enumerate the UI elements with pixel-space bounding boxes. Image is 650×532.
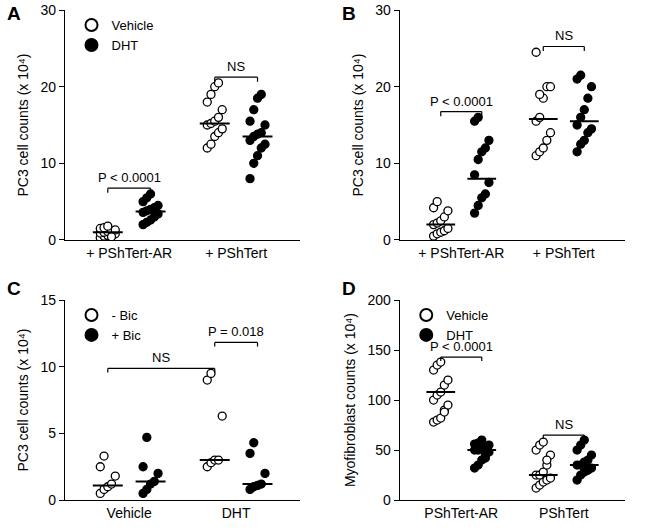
svg-text:0: 0	[48, 232, 56, 248]
svg-text:10: 10	[375, 155, 391, 171]
svg-text:50: 50	[375, 442, 391, 458]
svg-text:PC3 cell counts (x 10⁴): PC3 cell counts (x 10⁴)	[15, 54, 31, 197]
svg-text:200: 200	[367, 292, 391, 308]
svg-text:+ PShTert-AR: + PShTert-AR	[86, 245, 172, 261]
svg-text:20: 20	[40, 79, 56, 95]
svg-text:PC3 cell counts (x 10⁴): PC3 cell counts (x 10⁴)	[350, 54, 366, 197]
svg-text:Vehicle: Vehicle	[446, 308, 488, 323]
svg-text:+ PShTert-AR: + PShTert-AR	[418, 245, 504, 261]
svg-text:Myofibroblast counts (x 10⁴): Myofibroblast counts (x 10⁴)	[342, 313, 358, 487]
svg-text:0: 0	[48, 492, 56, 508]
svg-text:PShTert: PShTert	[539, 505, 589, 521]
svg-text:DHT: DHT	[222, 505, 251, 521]
svg-text:10: 10	[40, 155, 56, 171]
svg-text:Vehicle: Vehicle	[107, 505, 152, 521]
svg-text:NS: NS	[227, 59, 245, 74]
svg-text:0: 0	[383, 492, 391, 508]
svg-text:NS: NS	[152, 350, 170, 365]
svg-text:0: 0	[383, 232, 391, 248]
svg-text:A: A	[7, 3, 21, 24]
svg-text:+ Bic: + Bic	[112, 328, 142, 343]
svg-text:P < 0.0001: P < 0.0001	[430, 339, 493, 354]
svg-text:+ PShTert: + PShTert	[533, 245, 595, 261]
svg-text:D: D	[342, 278, 356, 299]
svg-text:Vehicle: Vehicle	[112, 18, 154, 33]
svg-text:C: C	[7, 278, 21, 299]
svg-text:30: 30	[40, 2, 56, 18]
svg-text:DHT: DHT	[112, 38, 139, 53]
svg-text:P = 0.018: P = 0.018	[208, 324, 264, 339]
svg-text:10: 10	[40, 359, 56, 375]
svg-text:30: 30	[375, 2, 391, 18]
svg-text:P < 0.0001: P < 0.0001	[98, 170, 161, 185]
svg-text:5: 5	[48, 425, 56, 441]
svg-text:20: 20	[375, 79, 391, 95]
svg-text:+ PShTert: + PShTert	[205, 245, 267, 261]
svg-text:PShTert-AR: PShTert-AR	[424, 505, 498, 521]
svg-text:15: 15	[40, 292, 56, 308]
svg-text:150: 150	[367, 342, 391, 358]
svg-text:PC3 cell counts (x 10⁴): PC3 cell counts (x 10⁴)	[15, 329, 31, 472]
svg-text:DHT: DHT	[446, 328, 473, 343]
svg-text:B: B	[342, 3, 356, 24]
svg-text:NS: NS	[555, 417, 573, 432]
svg-text:- Bic: - Bic	[112, 308, 139, 323]
svg-text:100: 100	[367, 392, 391, 408]
svg-text:P < 0.0001: P < 0.0001	[430, 94, 493, 109]
svg-text:NS: NS	[555, 28, 573, 43]
